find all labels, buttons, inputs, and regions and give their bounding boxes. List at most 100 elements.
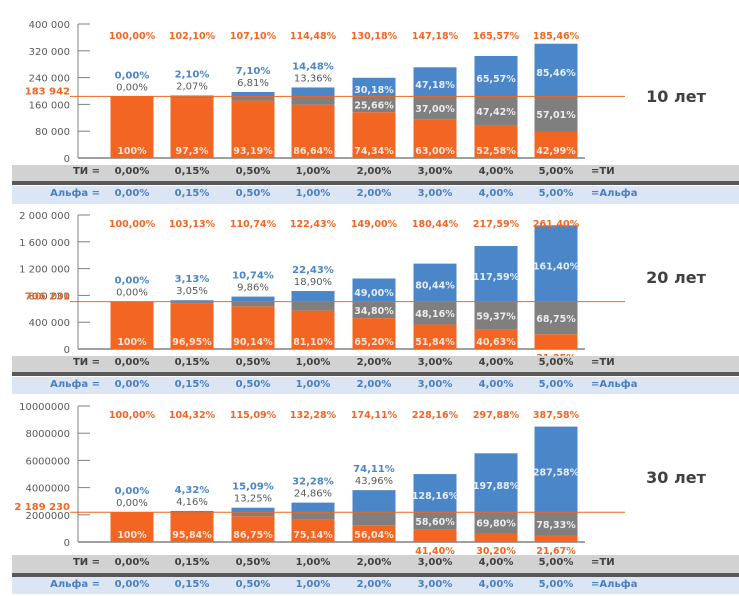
bar-segment-alfa bbox=[170, 510, 214, 513]
bar-segment-ti-costs bbox=[413, 512, 457, 530]
bar-label-alfa: 22,43% bbox=[292, 265, 334, 276]
bar-segment-ti-costs bbox=[413, 96, 457, 120]
reference-value-label: 183 942 bbox=[25, 86, 70, 97]
bar-segment-alfa bbox=[413, 67, 457, 97]
bar-label-alfa: 197,88% bbox=[473, 481, 520, 492]
period-title: 20 лет bbox=[646, 268, 706, 287]
bar-segment-ti-costs bbox=[474, 96, 518, 126]
bar-total-label: 185,46% bbox=[533, 31, 580, 42]
bar-label-alfa: 49,00% bbox=[354, 288, 394, 299]
bar-label-investor: 21,67% bbox=[536, 546, 576, 557]
bar-label-alfa: 117,59% bbox=[473, 272, 520, 283]
y-tick-label: 1 600 000 bbox=[19, 238, 70, 249]
bar-label-alfa: 15,09% bbox=[232, 482, 274, 493]
bar-segment-investor bbox=[413, 324, 457, 349]
bar-segment-alfa bbox=[352, 490, 396, 513]
bar-label-investor: 96,95% bbox=[172, 337, 212, 348]
ti-value: 2,00% bbox=[356, 557, 392, 568]
bar-segment-investor bbox=[231, 516, 275, 542]
bar-total-label: 100,00% bbox=[109, 31, 156, 42]
bar-total-label: 103,13% bbox=[169, 219, 216, 230]
bar-label-investor: 100% bbox=[117, 337, 147, 348]
alfa-value: 3,00% bbox=[417, 188, 453, 199]
bar-label-investor: 63,00% bbox=[415, 146, 455, 157]
bar-segment-ti-costs bbox=[534, 96, 578, 132]
bar-label-investor: 42,99% bbox=[536, 146, 576, 157]
row-divider bbox=[12, 573, 739, 577]
alfa-value: 4,00% bbox=[478, 378, 514, 390]
ti-value: 0,00% bbox=[114, 166, 150, 177]
bar-label-investor: 51,84% bbox=[415, 337, 455, 348]
bar-label-alfa: 74,11% bbox=[353, 464, 395, 475]
bar-segment-investor bbox=[170, 513, 214, 542]
bar-segment-ti-costs bbox=[170, 512, 214, 514]
bar-label-alfa: 47,18% bbox=[415, 80, 455, 91]
bar-label-ti-costs: 58,60% bbox=[415, 517, 455, 528]
bar-total-label: 122,43% bbox=[290, 219, 337, 230]
ti-value: 5,00% bbox=[538, 166, 574, 177]
bar-segment-alfa bbox=[231, 507, 275, 513]
bar-total-label: 297,88% bbox=[473, 410, 520, 421]
bar-total-label: 115,09% bbox=[230, 410, 277, 421]
bar-label-investor: 86,75% bbox=[233, 530, 273, 541]
bar-label-ti-costs: 48,16% bbox=[415, 309, 455, 320]
row-divider bbox=[12, 181, 739, 185]
y-tick-label: 2 000 000 bbox=[19, 211, 70, 222]
bar-label-ti-costs: 18,90% bbox=[294, 277, 332, 288]
bar-segment-ti-costs bbox=[352, 512, 396, 526]
bar-segment-investor bbox=[474, 125, 518, 158]
bar-label-ti-costs: 59,37% bbox=[476, 312, 516, 323]
bar-label-ti-costs: 6,81% bbox=[237, 78, 269, 89]
bar-total-label: 147,18% bbox=[412, 31, 459, 42]
bar-segment-ti-costs bbox=[534, 301, 578, 335]
bar-label-alfa: 0,00% bbox=[115, 276, 150, 287]
y-tick-label: 10000000 bbox=[19, 402, 70, 413]
bar-label-ti-costs: 24,86% bbox=[294, 489, 332, 500]
bar-segment-alfa bbox=[291, 87, 335, 97]
bar-label-investor: 30,20% bbox=[476, 546, 516, 557]
bar-segment-investor bbox=[231, 100, 275, 158]
bar-segment-ti-costs bbox=[291, 512, 335, 520]
ti-row-label: ТИ = bbox=[72, 166, 100, 177]
bar-label-ti-costs: 47,42% bbox=[476, 107, 516, 118]
alfa-value: 3,00% bbox=[417, 378, 453, 390]
bar-segment-investor bbox=[291, 104, 335, 158]
alfa-row-suffix: =Альфа bbox=[591, 578, 638, 590]
bar-total-label: 217,59% bbox=[473, 219, 520, 230]
bar-label-ti-costs: 69,80% bbox=[476, 519, 516, 530]
y-tick-label: 0 bbox=[64, 154, 70, 165]
alfa-value: 0,15% bbox=[174, 378, 210, 390]
bar-label-investor: 97,3% bbox=[176, 146, 209, 157]
bar-label-ti-costs: 13,25% bbox=[234, 494, 272, 505]
bar-label-investor: 86,64% bbox=[293, 146, 333, 157]
alfa-row-band bbox=[12, 377, 739, 394]
alfa-value: 0,00% bbox=[114, 378, 150, 390]
alfa-value: 0,50% bbox=[235, 188, 271, 199]
bar-label-alfa: 30,18% bbox=[354, 85, 394, 96]
bar-total-label: 114,48% bbox=[290, 31, 337, 42]
bar-segment-alfa bbox=[474, 453, 518, 513]
bar-segment-investor bbox=[231, 306, 275, 349]
y-tick-label: 2000000 bbox=[25, 511, 70, 522]
bar-label-investor: 75,14% bbox=[293, 530, 333, 541]
alfa-row-label: Альфа = bbox=[50, 578, 100, 590]
reference-value-label: 2 189 230 bbox=[14, 502, 70, 513]
ti-row-label: ТИ = bbox=[72, 557, 100, 568]
alfa-value: 4,00% bbox=[478, 578, 514, 590]
bar-label-ti-costs: 13,36% bbox=[294, 73, 332, 84]
bar-label-ti-costs: 9,86% bbox=[237, 283, 269, 294]
bar-segment-ti-costs bbox=[413, 301, 457, 325]
alfa-value: 0,00% bbox=[114, 578, 150, 590]
bar-label-ti-costs: 78,33% bbox=[536, 520, 576, 531]
ti-row-suffix: =ТИ bbox=[591, 557, 615, 568]
bar-label-alfa: 65,57% bbox=[476, 74, 516, 85]
bar-label-investor: 100% bbox=[117, 530, 147, 541]
ti-value: 1,00% bbox=[295, 166, 331, 177]
ti-value: 5,00% bbox=[538, 557, 574, 568]
y-tick-label: 240 000 bbox=[29, 74, 70, 85]
bar-label-ti-costs: 57,01% bbox=[536, 110, 576, 121]
bar-segment-alfa bbox=[291, 291, 335, 302]
y-tick-label: 800 000 bbox=[29, 291, 70, 302]
bar-segment-ti-costs bbox=[534, 512, 578, 536]
bar-label-alfa: 0,00% bbox=[115, 486, 150, 497]
